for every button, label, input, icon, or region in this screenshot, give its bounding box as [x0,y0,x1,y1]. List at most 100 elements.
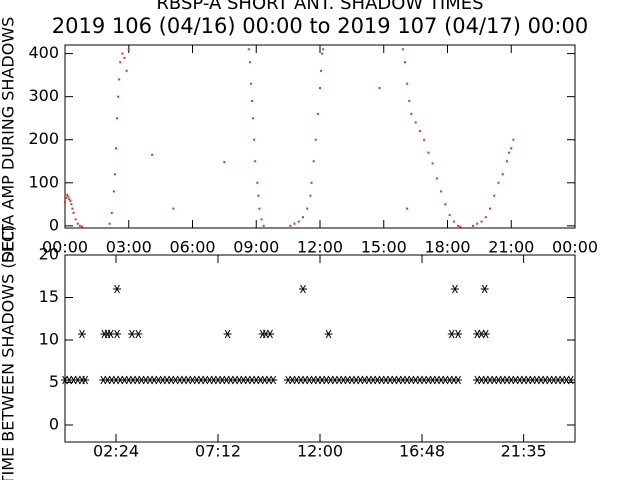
data-point [81,225,83,228]
data-point [480,284,489,294]
chart-subtitle: 2019 106 (04/16) 00:00 to 2019 107 (04/1… [52,14,588,38]
data-point [254,160,257,163]
data-point [418,130,421,133]
data-point [78,329,86,339]
data-point [70,203,73,206]
data-point [324,329,333,339]
x-tick-label: 00:00 [552,238,598,257]
data-point [454,375,463,385]
data-point [113,329,122,339]
data-point [406,207,409,210]
data-point [72,211,75,214]
data-point [309,194,312,197]
data-point [266,329,275,339]
data-point [322,48,325,51]
data-point [472,224,474,227]
x-tick-label: 07:12 [195,442,241,461]
data-point [457,224,460,227]
data-point [431,162,434,165]
data-point [256,181,259,184]
data-point [497,181,500,184]
x-tick-label: 03:00 [106,238,152,257]
data-point [444,203,447,206]
x-tick-label: 06:00 [169,238,215,257]
data-point [112,190,115,193]
data-point [65,196,68,199]
data-point [223,329,232,339]
data-point [151,153,154,156]
chart-title: RBSP-A SHORT ANT. SHADOW TIMES [156,0,483,14]
data-point [401,48,404,51]
y-tick-label: 0 [49,415,59,434]
data-point [262,224,265,227]
data-point [118,78,121,81]
data-point [127,48,130,51]
data-point [459,225,462,228]
data-point [319,87,321,90]
data-point [269,375,278,385]
data-point [108,222,111,225]
data-point [506,160,508,163]
data-point [223,161,226,164]
data-point [253,138,256,141]
data-point [314,138,317,141]
data-point [321,52,324,55]
x-tick-label: 15:00 [361,238,407,257]
data-point [510,147,513,150]
x-tick-label: 02:24 [93,442,139,461]
plot-frame [64,44,576,229]
data-point [501,173,504,176]
data-point [134,329,143,339]
y-tick-label: 20 [39,245,59,264]
x-tick-label: 00:00 [42,238,88,257]
data-point [493,194,496,197]
data-point [66,193,69,196]
data-point [252,117,255,120]
data-point [74,218,77,221]
data-point [481,329,490,339]
data-point [121,52,124,55]
data-point [123,56,126,59]
y-tick-label: 200 [28,129,59,148]
data-point [310,181,313,184]
data-point [258,207,261,210]
data-point [119,61,122,64]
x-tick-label: 12:00 [297,442,343,461]
y-tick-label: 300 [28,86,59,105]
data-point [117,95,120,98]
data-point [110,211,113,214]
data-point [257,194,260,197]
data-point [484,216,487,219]
data-point [64,201,66,204]
data-point [293,222,296,225]
data-point [76,222,79,225]
data-point [67,195,70,198]
data-point [306,207,309,210]
y-tick-label: 15 [39,287,59,306]
y-axis-label: DELTA AMP DURING SHADOWS [0,17,18,264]
data-point [71,207,74,210]
data-point [260,218,263,221]
data-point [508,151,511,154]
data-point [454,329,463,339]
data-point [299,284,307,294]
data-point [115,147,117,150]
x-tick-label: 21:35 [501,442,547,461]
data-point [489,207,491,210]
data-point [312,160,315,163]
data-point [69,199,72,202]
data-point [302,216,304,219]
x-tick-label: 21:00 [488,238,534,257]
data-point [435,177,438,180]
data-point [406,82,409,85]
data-point [249,82,252,85]
data-point [297,220,300,223]
data-point [450,284,459,294]
data-point [404,61,406,64]
data-point [113,284,122,294]
y-axis-label: TIME BETWEEN SHADOWS (SEC) [0,225,18,480]
x-tick-label: 16:48 [399,442,445,461]
data-point [78,224,81,227]
